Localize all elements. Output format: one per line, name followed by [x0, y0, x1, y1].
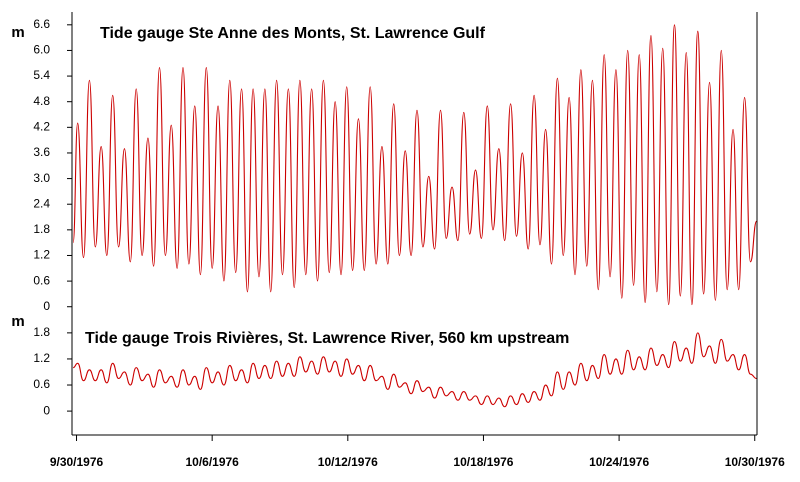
- y-axis-label: m: [11, 24, 24, 41]
- tide-line: [73, 332, 757, 408]
- y-tick-label: 1.2: [33, 351, 50, 365]
- x-tick-label: 9/30/1976: [50, 455, 104, 469]
- y-tick-label: 1.8: [33, 222, 50, 236]
- y-tick-label: 2.4: [33, 196, 50, 210]
- y-tick-label: 6.0: [33, 43, 50, 57]
- y-tick-label: 6.6: [33, 17, 50, 31]
- x-tick-label: 10/6/1976: [185, 455, 239, 469]
- y-axis-label: m: [11, 313, 24, 330]
- y-tick-label: 0: [43, 403, 50, 417]
- y-tick-label: 0: [43, 299, 50, 313]
- x-tick-label: 10/30/1976: [725, 455, 785, 469]
- y-tick-label: 0.6: [33, 377, 50, 391]
- y-tick-label: 3.6: [33, 145, 50, 159]
- y-tick-label: 1.8: [33, 325, 50, 339]
- tide-line: [72, 24, 758, 306]
- y-tick-label: 4.8: [33, 94, 50, 108]
- y-tick-label: 5.4: [33, 68, 50, 82]
- panel-title: Tide gauge Trois Rivières, St. Lawrence …: [85, 330, 569, 347]
- y-tick-label: 1.2: [33, 248, 50, 262]
- x-tick-label: 10/24/1976: [589, 455, 649, 469]
- x-tick-label: 10/12/1976: [318, 455, 378, 469]
- y-tick-label: 4.2: [33, 120, 50, 134]
- y-tick-label: 0.6: [33, 273, 50, 287]
- panel-title: Tide gauge Ste Anne des Monts, St. Lawre…: [100, 25, 486, 42]
- x-tick-label: 10/18/1976: [453, 455, 513, 469]
- y-tick-label: 3.0: [33, 171, 50, 185]
